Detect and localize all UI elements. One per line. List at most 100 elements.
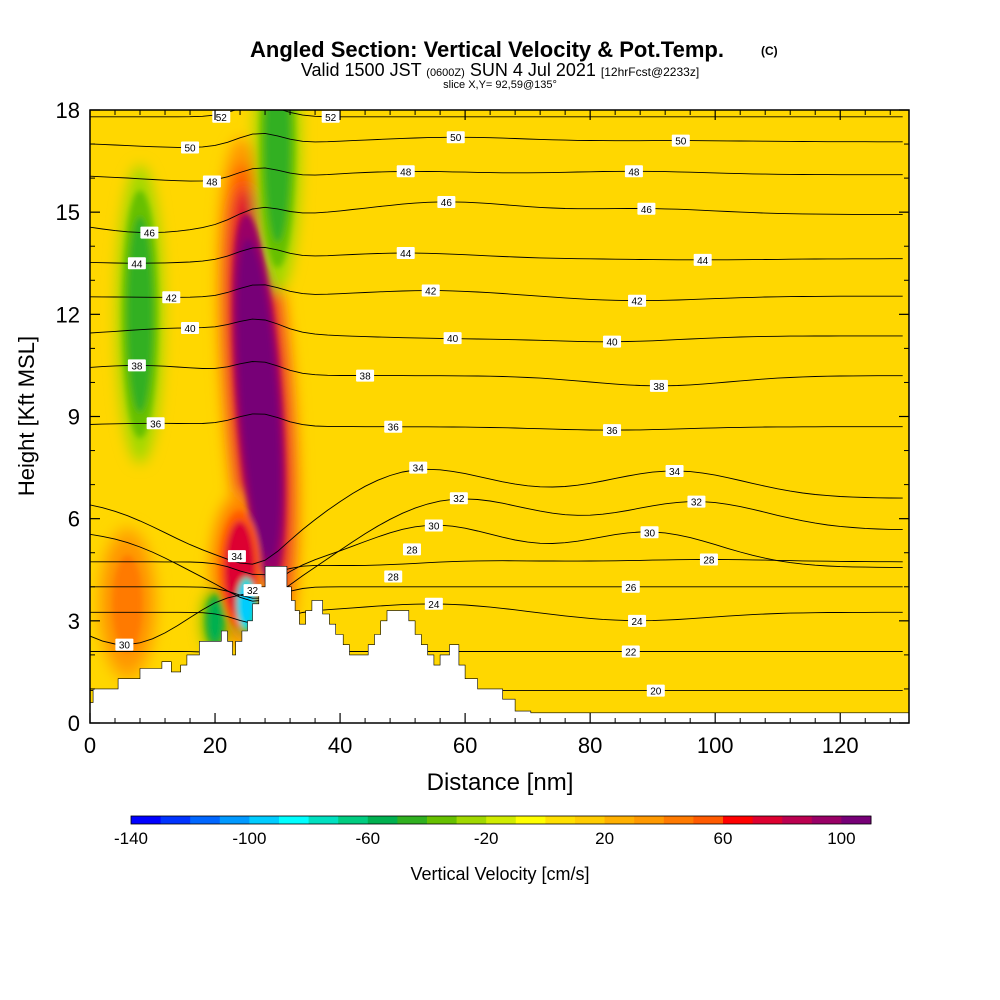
contour-label: 46 xyxy=(140,226,159,240)
contour-label-text: 30 xyxy=(428,521,440,532)
contour-label-text: 46 xyxy=(641,205,653,216)
contour-label-text: 32 xyxy=(691,498,703,509)
contour-label: 30 xyxy=(640,526,659,539)
y-tick-label: 12 xyxy=(56,302,80,327)
contour-label: 46 xyxy=(437,195,456,209)
colorbar-tick-label: -20 xyxy=(474,829,499,848)
contour-label: 44 xyxy=(693,253,712,267)
contour-label-text: 28 xyxy=(388,573,400,584)
contour-label: 48 xyxy=(624,165,643,178)
contour-label: 48 xyxy=(396,165,415,178)
updraft-core-2-3 xyxy=(112,554,143,653)
colorbar: -140 -100 -60 -20 20 60 100 xyxy=(114,815,872,848)
contour-label: 50 xyxy=(446,131,465,144)
downdraft-core-4-2 xyxy=(264,110,291,243)
contour-label: 30 xyxy=(424,519,443,532)
contour-label-text: 40 xyxy=(184,324,196,335)
y-tick-label: 15 xyxy=(56,200,80,225)
contour-label-text: 52 xyxy=(216,113,228,124)
contour-label-text: 42 xyxy=(425,286,437,297)
colorbar-swatch xyxy=(279,816,310,824)
contour-label-text: 32 xyxy=(247,586,259,597)
colorbar-swatch xyxy=(575,816,606,824)
colorbar-swatch xyxy=(515,816,546,824)
contour-label-text: 52 xyxy=(325,113,337,124)
contour-label: 50 xyxy=(181,141,200,154)
colorbar-swatch xyxy=(811,816,842,824)
contour-label-text: 44 xyxy=(697,256,709,267)
contour-label-text: 50 xyxy=(184,143,196,154)
contour-label: 36 xyxy=(384,420,403,434)
contour-label: 20 xyxy=(646,684,665,698)
chart-subtitle: Valid 1500 JST (0600Z) SUN 4 Jul 2021 [1… xyxy=(301,60,699,80)
colorbar-tick-label: -140 xyxy=(114,829,148,848)
theta-contour-40 xyxy=(90,318,903,343)
contour-label-text: 36 xyxy=(606,426,618,437)
contour-label-text: 28 xyxy=(703,556,715,567)
colorbar-swatch xyxy=(604,816,635,824)
contour-label: 24 xyxy=(628,614,647,628)
contour-label: 48 xyxy=(202,175,221,189)
updraft-core-0-4 xyxy=(237,238,281,561)
x-tick-label: 60 xyxy=(453,733,477,758)
contour-label: 36 xyxy=(603,424,622,437)
theta-contour-labels: 52 52 50 50 50 48 48 48 46 46 46 44 44 44 42 42 42 40 40 40… xyxy=(115,110,718,698)
chart-title: Angled Section: Vertical Velocity & Pot.… xyxy=(250,37,724,62)
contour-label-text: 40 xyxy=(606,338,618,349)
theta-contour-32 xyxy=(90,498,903,602)
colorbar-swatch xyxy=(219,816,250,824)
colorbar-swatch xyxy=(397,816,428,824)
contour-label-text: 46 xyxy=(144,229,156,240)
colorbar-swatch xyxy=(486,816,517,824)
subtitle-utc: (0600Z) xyxy=(426,67,465,79)
contour-label: 38 xyxy=(127,359,146,372)
contour-label: 32 xyxy=(687,495,706,509)
contour-label: 52 xyxy=(212,110,231,124)
x-tick-label: 20 xyxy=(203,733,227,758)
subtitle-valid: Valid 1500 JST xyxy=(301,60,422,80)
x-tick-label: 120 xyxy=(822,733,859,758)
contour-label: 26 xyxy=(621,580,640,594)
theta-contour-30 xyxy=(90,524,903,646)
colorbar-tick-label: 60 xyxy=(714,829,733,848)
contour-label-text: 34 xyxy=(231,552,243,563)
contour-label-text: 38 xyxy=(360,372,372,383)
colorbar-swatch xyxy=(723,816,754,824)
x-tick-label: 40 xyxy=(328,733,352,758)
x-tick-label: 80 xyxy=(578,733,602,758)
contour-label-text: 28 xyxy=(406,545,418,556)
colorbar-swatch xyxy=(634,816,665,824)
subtitle-date: SUN 4 Jul 2021 xyxy=(470,60,596,80)
contour-label: 40 xyxy=(603,335,622,349)
colorbar-swatch xyxy=(427,816,458,824)
theta-contour-50 xyxy=(90,132,903,148)
y-tick-label: 18 xyxy=(56,98,80,123)
colorbar-swatch xyxy=(131,816,162,824)
contour-label: 34 xyxy=(409,461,428,475)
colorbar-swatch xyxy=(663,816,694,824)
contour-label-text: 34 xyxy=(413,464,425,475)
contour-label: 38 xyxy=(356,369,375,383)
theta-contour-34 xyxy=(90,468,903,565)
theta-contour-36 xyxy=(90,413,903,431)
contour-label: 28 xyxy=(402,543,421,556)
colorbar-label: Vertical Velocity [cm/s] xyxy=(410,864,589,884)
theta-contour-42 xyxy=(90,284,903,302)
contour-label: 50 xyxy=(671,134,690,148)
contour-label: 40 xyxy=(443,332,462,345)
contour-label: 42 xyxy=(628,294,647,308)
contour-label: 32 xyxy=(243,584,262,597)
contour-label-text: 48 xyxy=(400,167,412,178)
theta-contour-26 xyxy=(90,586,903,599)
colorbar-tick-label: 20 xyxy=(595,829,614,848)
contour-label-text: 36 xyxy=(388,423,400,434)
theta-contour-38 xyxy=(90,361,903,387)
y-tick-label: 0 xyxy=(68,711,80,736)
terrain xyxy=(90,566,909,723)
x-axis: 0 20 40 60 80 100 120 xyxy=(84,110,891,758)
contour-label-text: 32 xyxy=(453,494,465,505)
contour-label-text: 42 xyxy=(631,297,643,308)
y-tick-label: 3 xyxy=(68,609,80,634)
contour-label-text: 40 xyxy=(447,334,459,345)
